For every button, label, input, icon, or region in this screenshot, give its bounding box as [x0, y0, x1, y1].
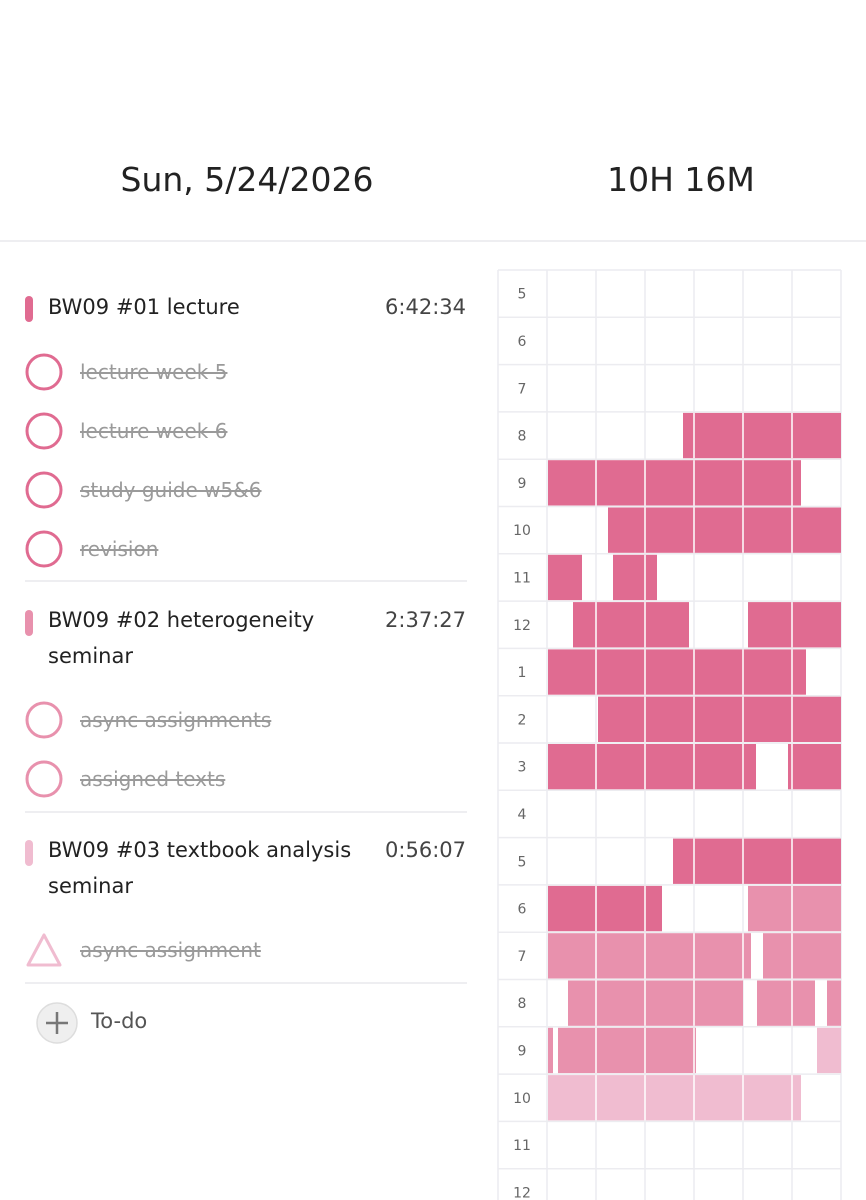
time-block: [763, 933, 841, 979]
time-block: [608, 507, 841, 553]
project-color: [25, 296, 33, 322]
divider: [25, 811, 467, 813]
task-check: [25, 471, 63, 509]
time-block: [757, 980, 815, 1026]
time-block: [568, 980, 743, 1026]
add-todo[interactable]: To-do: [91, 1009, 148, 1033]
hour-label: 7: [518, 949, 527, 965]
time-block: [748, 602, 841, 648]
hour-label: 8: [518, 996, 527, 1012]
project-time: 6:42:34: [385, 295, 466, 319]
hour-label: 5: [518, 854, 527, 870]
divider: [25, 982, 467, 984]
task[interactable]: revision: [80, 537, 159, 561]
project-title[interactable]: BW09 #01 lecture: [48, 295, 240, 319]
header-divider: [0, 240, 866, 242]
hour-label: 6: [518, 902, 527, 918]
time-block: [827, 980, 841, 1026]
time-block: [548, 1027, 553, 1074]
hour-label: 10: [513, 523, 531, 539]
task[interactable]: lecture week 5: [80, 360, 228, 384]
time-block: [598, 696, 841, 742]
date[interactable]: Sun, 5/24/2026: [120, 160, 374, 199]
time-block: [683, 412, 841, 459]
time-block: [548, 744, 756, 790]
task[interactable]: study guide w5&6: [80, 478, 262, 502]
project-time: 0:56:07: [385, 838, 466, 862]
task-check: [25, 760, 63, 798]
hour-label: 3: [518, 760, 527, 776]
task-check: [25, 701, 63, 739]
time-block: [548, 885, 662, 932]
total-time: 10H 16M: [607, 160, 755, 199]
task[interactable]: async assignments: [80, 708, 272, 732]
hour-label: 2: [518, 712, 527, 728]
hour-label: 10: [513, 1091, 531, 1107]
time-block: [558, 1027, 696, 1074]
hour-label: 9: [518, 1043, 527, 1059]
hour-label: 8: [518, 429, 527, 445]
hour-label: 6: [518, 334, 527, 350]
time-block: [673, 838, 841, 884]
hour-label: 12: [513, 618, 531, 634]
task-check: [25, 530, 63, 568]
hour-label: 11: [513, 1138, 531, 1154]
task[interactable]: assigned texts: [80, 767, 226, 791]
task-check: [26, 933, 62, 967]
project-color: [25, 610, 33, 636]
task-check: [25, 412, 63, 450]
project-title[interactable]: BW09 #02 heterogeneity seminar: [48, 608, 315, 668]
divider: [25, 580, 467, 582]
time-block: [573, 602, 689, 648]
task[interactable]: lecture week 6: [80, 419, 228, 443]
hour-label: 5: [518, 287, 527, 303]
time-block: [548, 554, 582, 601]
project-color: [25, 840, 33, 866]
project-title[interactable]: BW09 #03 textbook analysis seminar: [48, 838, 352, 898]
time-block: [548, 460, 801, 506]
hour-label: 9: [518, 476, 527, 492]
hour-label: 7: [518, 381, 527, 397]
time-block: [788, 744, 841, 790]
hour-label: 11: [513, 570, 531, 586]
time-block: [613, 554, 657, 601]
time-block: [817, 1027, 841, 1074]
time-block: [548, 1075, 801, 1121]
time-block: [548, 933, 751, 979]
task-check: [25, 353, 63, 391]
time-block: [748, 885, 841, 932]
hour-label: 12: [513, 1185, 531, 1200]
hour-label: 4: [518, 807, 527, 823]
add-button: [36, 1002, 78, 1044]
hour-label: 1: [518, 665, 527, 681]
task[interactable]: async assignment: [80, 938, 261, 962]
time-block: [548, 649, 806, 695]
plus-icon: [46, 1012, 68, 1034]
project-time: 2:37:27: [385, 608, 466, 632]
